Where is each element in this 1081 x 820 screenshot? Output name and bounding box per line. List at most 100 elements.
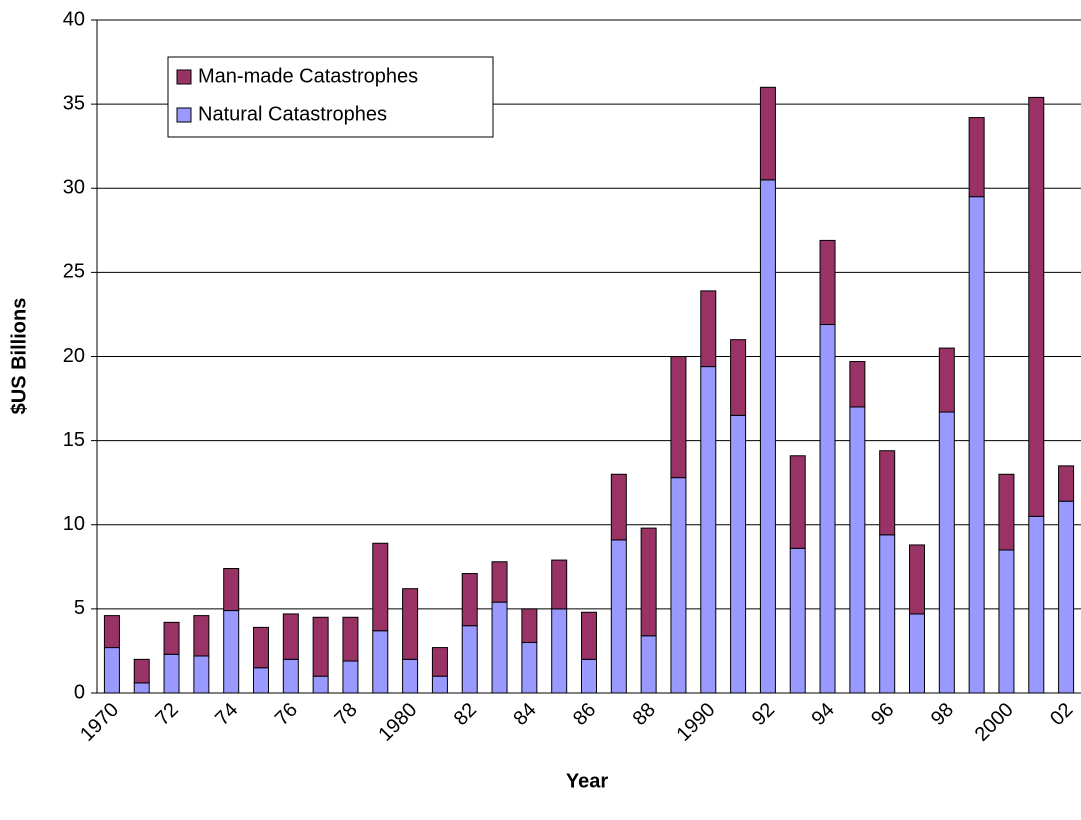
y-tick-label: 25 [63,261,85,283]
bar-segment [610,539,627,694]
bar-segment [909,613,925,694]
x-tick-label: 72 [152,699,183,730]
bar-segment [461,625,478,694]
bar-segment [730,339,747,416]
bar-segment [819,324,836,694]
bar-segment [312,616,329,677]
y-tick-label: 10 [63,513,85,535]
legend-swatch [176,69,192,85]
legend-label: Man-made Catastrophes [198,65,418,87]
bar-segment [700,290,717,368]
bar-segment [670,356,687,479]
x-tick-label: 96 [867,699,898,730]
bar-segment [402,658,419,694]
x-tick-label: 02 [1046,699,1077,730]
bar-segment [372,630,389,694]
bar-segment [342,616,359,662]
bar-segment [342,660,359,694]
bar-segment [879,450,896,536]
bar-segment [372,542,389,632]
bar-segment [819,239,836,326]
bar-segment [253,626,269,669]
bar-segment [521,642,538,694]
bar-segment [282,658,299,694]
bar-segment [491,561,508,603]
bar-segment [521,608,538,644]
bar-segment [312,675,329,694]
bar-segment [551,559,568,610]
x-tick-label: 82 [450,699,481,730]
y-tick-label: 20 [63,345,85,367]
bar-segment [759,86,776,181]
bar-segment [610,473,627,541]
x-tick-label: 2000 [971,699,1018,746]
x-tick-label: 98 [927,699,958,730]
bar-segment [1058,465,1075,502]
bar-segment [282,613,299,660]
bar-segment [103,647,120,694]
bar-segment [551,608,568,694]
bar-segment [849,361,866,408]
x-tick-label: 1970 [76,699,123,746]
bar-segment [133,682,150,694]
bar-segment [402,588,419,660]
bar-segment [670,477,687,694]
bar-segment [909,544,925,615]
bar-segment [759,179,776,694]
legend-label: Natural Catastrophes [198,103,387,125]
bar-segment [163,621,180,655]
bar-segment [431,675,448,694]
y-tick-label: 15 [63,429,85,451]
bar-segment [223,567,240,612]
bar-segment [998,549,1015,694]
x-tick-label: 1990 [673,699,720,746]
bar-segment [253,667,269,694]
bar-segment [223,610,240,694]
bar-segment [879,534,896,694]
x-tick-label: 1980 [374,699,421,746]
bar-segment [700,366,717,694]
bar-segment [998,473,1015,551]
x-tick-label: 76 [271,699,302,730]
bar-segment [193,655,210,694]
legend-swatch [176,107,192,123]
bar-segment [730,414,747,694]
legend-box [167,56,494,138]
bar-segment [581,611,597,660]
bar-segment [193,615,210,657]
bar-segment [103,615,120,649]
bar-segment [789,547,806,694]
x-tick-label: 92 [748,699,779,730]
bar-segment [461,573,478,627]
y-tick-label: 35 [63,92,85,114]
x-tick-label: 88 [629,699,660,730]
bar-segment [968,196,985,694]
bar-segment [968,117,985,198]
x-tick-label: 86 [569,699,600,730]
y-tick-label: 30 [63,177,85,199]
bar-segment [1028,515,1045,694]
bar-segment [938,411,955,694]
bar-segment [938,347,955,413]
bar-segment [133,658,150,684]
bar-segment [163,653,180,694]
x-tick-label: 74 [211,699,242,730]
bar-segment [849,406,866,694]
x-axis-title: Year [566,770,608,792]
bar-segment [491,601,508,694]
y-tick-label: 40 [63,8,85,30]
y-axis-title: $US Billions [8,298,30,415]
x-tick-label: 84 [509,699,540,730]
bar-segment [640,527,657,637]
bar-segment [1028,96,1045,517]
x-tick-label: 78 [330,699,361,730]
y-tick-label: 0 [74,681,85,703]
x-tick-label: 94 [808,699,839,730]
bar-segment [1058,500,1075,694]
bar-segment [431,647,448,677]
y-tick-label: 5 [74,597,85,619]
bar-segment [581,658,597,694]
bar-segment [640,635,657,694]
bar-segment [789,455,806,549]
